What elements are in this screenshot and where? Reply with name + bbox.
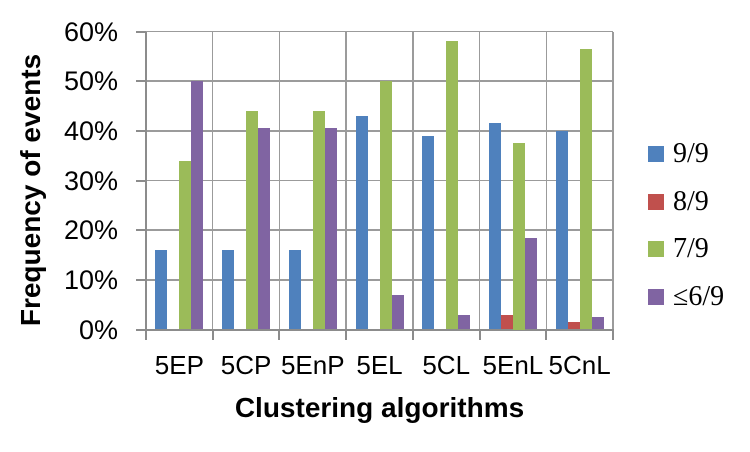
- x-axis-line: [146, 328, 614, 331]
- y-axis-tick: [136, 229, 146, 232]
- bar-5cnl-series3: [591, 317, 604, 330]
- bar-5cnl-series2: [579, 48, 592, 330]
- bar-5enp-series0: [288, 250, 301, 330]
- y-axis-line: [145, 31, 147, 330]
- y-tick-label: 60%: [63, 16, 118, 47]
- x-category-label: 5EP: [154, 350, 204, 380]
- y-tick-label: 20%: [63, 215, 118, 246]
- bar-5enl-series1: [500, 314, 513, 330]
- x-axis-tick: [545, 329, 548, 340]
- bar-5enl-series2: [512, 143, 525, 330]
- y-axis-tick: [136, 80, 146, 83]
- y-tick-label: 30%: [63, 165, 118, 196]
- x-axis-tick: [345, 329, 348, 340]
- legend-label: 7/9: [673, 233, 709, 265]
- bar-5enl-series0: [488, 123, 501, 330]
- x-category-label: 5EL: [356, 350, 403, 380]
- bar-5enp-series3: [324, 128, 337, 330]
- legend-swatch: [648, 288, 664, 305]
- x-axis-title: Clustering algorithms: [234, 392, 525, 423]
- v-gridline: [278, 31, 281, 330]
- h-gridline: [146, 30, 613, 33]
- legend-swatch: [648, 193, 664, 210]
- bar-5cl-series2: [446, 41, 459, 330]
- y-tick-label: 50%: [63, 66, 118, 97]
- legend-item: 8/9: [648, 185, 709, 219]
- x-category-label: 5EnP: [280, 350, 345, 380]
- bar-5cp-series0: [222, 250, 235, 330]
- bar-5ep-series0: [155, 250, 168, 330]
- v-gridline: [478, 31, 481, 330]
- x-axis-tick: [612, 329, 614, 340]
- bar-5enl-series3: [524, 237, 537, 330]
- x-category-label: 5EnL: [482, 350, 544, 380]
- y-tick-label: 0%: [78, 314, 118, 345]
- bar-5cp-series3: [258, 128, 271, 330]
- legend-item: 9/9: [648, 137, 709, 171]
- x-category-label: 5CP: [220, 350, 272, 380]
- y-tick-label: 10%: [63, 264, 118, 295]
- legend-label: 8/9: [673, 185, 709, 217]
- x-axis-tick: [211, 329, 214, 340]
- x-axis-tick: [411, 329, 414, 340]
- legend-label: ≤6/9: [673, 280, 725, 312]
- bar-5cl-series3: [458, 314, 471, 330]
- y-axis-tick: [136, 129, 146, 132]
- y-axis-tick: [136, 278, 146, 281]
- x-category-label: 5CL: [422, 350, 471, 380]
- bar-5enp-series2: [312, 110, 325, 330]
- bar-5el-series2: [379, 81, 392, 330]
- legend-label: 9/9: [673, 138, 709, 169]
- x-axis-tick: [145, 329, 147, 340]
- bar-5cl-series0: [422, 135, 435, 330]
- legend-item: ≤6/9: [648, 280, 724, 314]
- v-gridline: [545, 31, 548, 330]
- bar-5ep-series2: [179, 160, 192, 330]
- bar-5cp-series2: [246, 110, 259, 330]
- y-axis-tick: [136, 179, 146, 182]
- y-axis-tick: [136, 328, 146, 331]
- v-gridline: [211, 31, 214, 330]
- y-tick-label: 40%: [63, 115, 118, 146]
- v-gridline: [345, 31, 347, 330]
- x-category-label: 5CnL: [548, 350, 611, 380]
- v-gridline: [412, 31, 414, 330]
- bar-5cnl-series0: [555, 130, 568, 330]
- legend-item: 7/9: [648, 232, 709, 266]
- bar-5cnl-series1: [567, 322, 580, 330]
- legend-swatch: [648, 241, 664, 258]
- x-axis-tick: [278, 329, 281, 340]
- x-axis-tick: [478, 329, 481, 340]
- bar-5ep-series3: [191, 81, 204, 330]
- y-axis-tick: [136, 30, 146, 33]
- bar-5el-series0: [355, 115, 368, 330]
- v-gridline: [612, 31, 614, 330]
- legend-swatch: [648, 146, 664, 162]
- bar-5el-series3: [391, 294, 404, 330]
